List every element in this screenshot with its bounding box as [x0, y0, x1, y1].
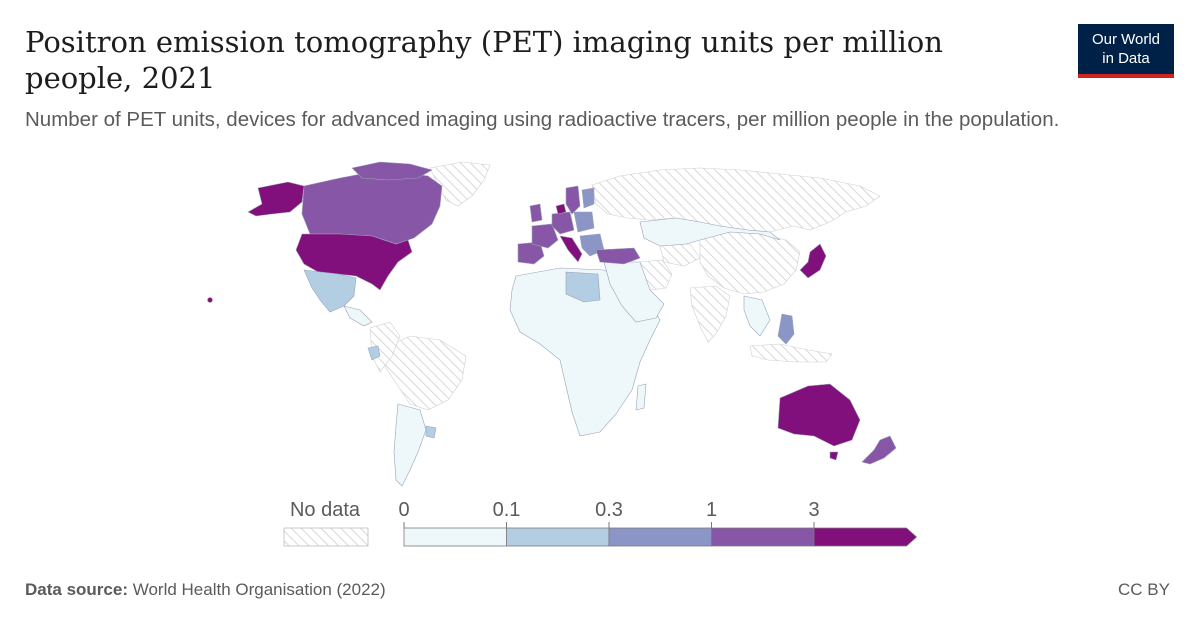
region-denmark[interactable]: [555, 203, 567, 215]
legend-bins: [403, 527, 918, 547]
region-madagascar[interactable]: [635, 383, 647, 411]
logo-line-2: in Data: [1102, 50, 1150, 67]
license-link[interactable]: CC BY: [1118, 580, 1170, 599]
source-link[interactable]: World Health Organisation (2022): [132, 580, 386, 599]
region-united-states[interactable]: [295, 233, 413, 291]
region-new-zealand[interactable]: [861, 435, 897, 465]
region-poland[interactable]: [573, 211, 595, 233]
region-japan[interactable]: [799, 243, 827, 279]
legend-bin-4[interactable]: [813, 527, 918, 547]
region-ecuador[interactable]: [367, 345, 381, 361]
legend-no-data-swatch: [283, 527, 369, 547]
legend-tick-label: 0: [398, 499, 409, 521]
legend-bin-2[interactable]: [608, 527, 712, 547]
region-uk[interactable]: [529, 203, 543, 223]
logo-line-1: Our World: [1091, 31, 1161, 48]
region-canada-islands[interactable]: [351, 161, 433, 181]
legend-tick-label: 3: [808, 499, 819, 521]
legend-tick-label: 0.3: [595, 499, 623, 521]
region-italy[interactable]: [559, 235, 583, 263]
legend-tick-label: 1: [706, 499, 717, 521]
region-france[interactable]: [531, 223, 559, 249]
source-label: Data source:: [25, 580, 128, 599]
footer-source: Data source: World Health Organisation (…: [25, 580, 386, 600]
region-southeast-asia[interactable]: [743, 295, 771, 337]
region-central-east-asia[interactable]: [639, 217, 781, 247]
region-brazil[interactable]: [379, 335, 467, 411]
chart-subtitle: Number of PET units, devices for advance…: [25, 108, 1060, 131]
region-finland[interactable]: [581, 187, 595, 209]
legend-bin-0[interactable]: [403, 527, 507, 547]
region-tasmania[interactable]: [829, 451, 839, 461]
legend-bin-1[interactable]: [506, 527, 610, 547]
region-philippines[interactable]: [777, 313, 795, 345]
chart-title: Positron emission tomography (PET) imagi…: [25, 25, 943, 95]
region-hawaii[interactable]: [207, 297, 213, 303]
region-middle-east[interactable]: [603, 261, 665, 323]
region-australia[interactable]: [777, 383, 861, 447]
region-alaska[interactable]: [247, 181, 305, 217]
legend-tick-label: 0.1: [493, 499, 521, 521]
legend: No data 0 0.1 0.3 1 3: [283, 499, 918, 547]
region-central-america[interactable]: [343, 305, 373, 327]
owid-logo[interactable]: Our World in Data: [1078, 24, 1174, 78]
legend-no-data-label: No data: [290, 499, 361, 521]
no-data-regions: [369, 161, 881, 411]
legend-bin-3[interactable]: [711, 527, 815, 547]
region-germany[interactable]: [551, 211, 575, 235]
region-argentina[interactable]: [393, 403, 427, 487]
region-central-asia[interactable]: [659, 243, 701, 267]
region-russia[interactable]: [591, 167, 881, 233]
region-libya[interactable]: [565, 271, 601, 303]
region-uruguay[interactable]: [425, 425, 437, 439]
region-sweden[interactable]: [565, 185, 581, 215]
region-china[interactable]: [699, 231, 801, 295]
region-turkey[interactable]: [595, 247, 641, 265]
region-mexico[interactable]: [303, 269, 357, 313]
region-india[interactable]: [689, 285, 731, 343]
legend-ticks: 0 0.1 0.3 1 3: [398, 499, 820, 528]
data-regions: [207, 161, 897, 487]
region-canada[interactable]: [301, 171, 443, 245]
region-indonesia[interactable]: [749, 343, 833, 363]
